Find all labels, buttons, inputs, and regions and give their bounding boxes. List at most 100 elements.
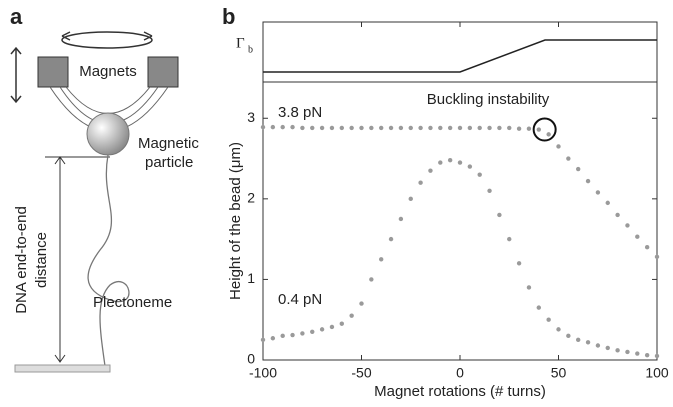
data-point [408, 196, 413, 202]
data-point [319, 125, 325, 131]
surface [14, 364, 111, 373]
inset-subscript: b [248, 44, 253, 55]
data-point [576, 337, 581, 343]
inset-label: Γ [236, 35, 245, 51]
magnet [147, 56, 179, 88]
data-point [635, 234, 640, 239]
data-point [359, 301, 364, 306]
data-point [260, 124, 266, 130]
data-point [379, 257, 384, 262]
dna [87, 154, 130, 367]
data-point [497, 212, 502, 218]
data-point [625, 223, 630, 228]
y-axis-title: Height of the bead (μm) [227, 142, 244, 300]
series-label: 3.8 pN [278, 104, 322, 121]
data-point [487, 125, 492, 131]
data-point [418, 125, 423, 131]
data-point [566, 156, 571, 161]
y-tick-label: 3 [247, 109, 255, 125]
x-tick-label: -100 [249, 365, 277, 381]
data-point [635, 351, 640, 356]
data-point [300, 125, 305, 131]
data-point [507, 236, 512, 242]
torque-curve [263, 39, 657, 73]
distance-label: distance [33, 232, 50, 288]
data-point [595, 190, 601, 195]
data-point [388, 236, 394, 242]
data-point [556, 144, 561, 149]
data-point [339, 125, 344, 131]
data-point [615, 348, 620, 353]
data-point [457, 125, 463, 131]
data-point [369, 277, 374, 282]
data-point [516, 261, 522, 266]
plectoneme-label: Plectoneme [93, 294, 172, 311]
data-point [595, 343, 601, 348]
data-point [428, 168, 433, 173]
panel-label: b [222, 4, 235, 29]
data-point [339, 321, 344, 326]
data-point [526, 285, 532, 290]
data-point [487, 188, 492, 193]
rotation-arrow [61, 31, 153, 49]
data-point [516, 126, 522, 131]
data-point [536, 305, 541, 310]
data-point [260, 337, 266, 343]
data-point [467, 125, 473, 131]
buckling-marker [532, 117, 557, 142]
data-point [290, 124, 295, 130]
annotation: Buckling instability [427, 91, 550, 108]
data-point [585, 178, 591, 184]
x-tick-label: -50 [351, 365, 371, 381]
data-point [477, 125, 482, 131]
data-point [349, 125, 354, 131]
data-point [418, 180, 423, 185]
data-point [644, 352, 650, 358]
data-point [408, 125, 413, 131]
data-point [546, 317, 551, 322]
data-point [438, 160, 443, 165]
data-point [310, 125, 315, 131]
magnet [37, 56, 69, 88]
data-point [457, 160, 463, 165]
data-point [398, 125, 404, 131]
data-point [270, 124, 276, 130]
data-point [654, 254, 660, 260]
data-point [625, 349, 630, 355]
data-point [290, 332, 295, 338]
x-tick-label: 50 [551, 365, 567, 381]
distance-label: DNA end-to-end [13, 206, 30, 314]
data-point [467, 164, 473, 169]
data-point [526, 126, 532, 131]
particle-label: Magnetic [138, 135, 199, 152]
data-point [280, 333, 285, 339]
data-point [398, 216, 404, 222]
data-point [300, 331, 305, 336]
arrow-heads [61, 31, 153, 41]
data-point [349, 313, 354, 318]
data-point [428, 125, 433, 131]
data-point [438, 125, 443, 131]
data-point [329, 324, 335, 330]
data-point [447, 157, 453, 163]
data-point [576, 166, 581, 172]
magnets-label: Magnets [79, 63, 137, 80]
data-point [585, 340, 591, 345]
y-tick-label: 2 [247, 190, 255, 206]
data-point [605, 200, 610, 206]
data-point [388, 125, 394, 131]
particle-label: particle [145, 154, 193, 171]
y-tick-label: 0 [247, 351, 255, 367]
x-axis-title: Magnet rotations (# turns) [374, 383, 546, 400]
distance-arrow [54, 156, 66, 363]
data-point [329, 125, 335, 131]
translation-arrow [10, 46, 22, 104]
data-point [270, 336, 276, 341]
data-point [566, 333, 571, 339]
series-label: 0.4 pN [278, 291, 322, 308]
data-point [369, 125, 374, 131]
bead [86, 112, 130, 156]
data-point [319, 327, 325, 332]
